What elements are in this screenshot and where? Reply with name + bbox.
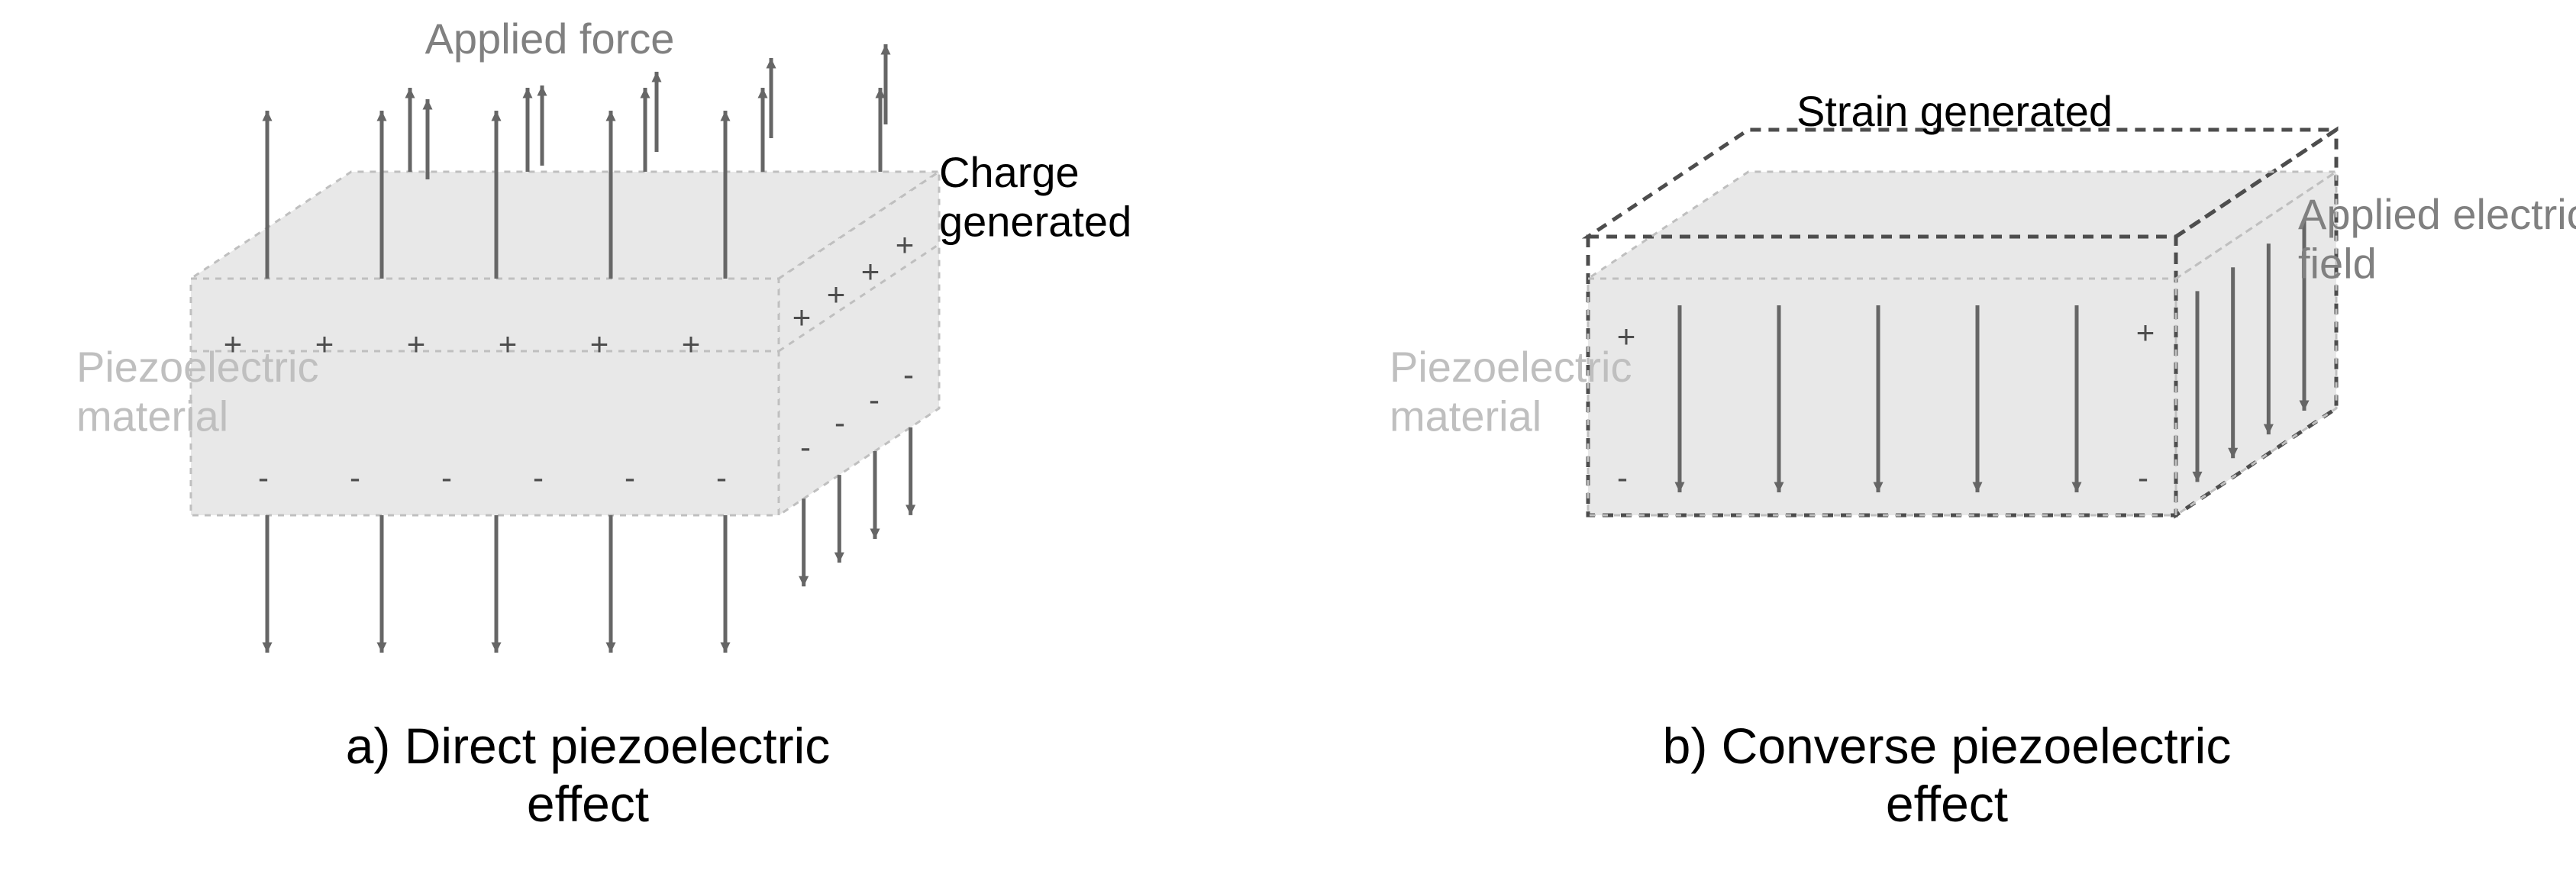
svg-text:-: - bbox=[350, 460, 360, 495]
svg-text:+: + bbox=[407, 326, 426, 362]
svg-text:-: - bbox=[716, 460, 727, 495]
svg-text:+: + bbox=[792, 299, 812, 335]
svg-text:+: + bbox=[827, 276, 846, 312]
svg-text:-: - bbox=[903, 356, 914, 392]
svg-text:+: + bbox=[896, 227, 915, 263]
svg-text:+: + bbox=[499, 326, 518, 362]
svg-text:-: - bbox=[800, 429, 811, 465]
strain_generated: Strain generated bbox=[1796, 87, 2113, 135]
charge_generated: Chargegenerated bbox=[939, 148, 1131, 245]
applied_force: Applied force bbox=[425, 15, 675, 63]
svg-text:+: + bbox=[682, 326, 701, 362]
applied_field: Applied electricfield bbox=[2298, 190, 2576, 287]
diagram-svg: ++++++++++----------++--Applied forceCha… bbox=[0, 0, 2576, 874]
svg-text:+: + bbox=[2136, 314, 2155, 350]
svg-text:-: - bbox=[869, 382, 880, 418]
svg-text:+: + bbox=[590, 326, 609, 362]
caption_a: a) Direct piezoelectriceffect bbox=[346, 718, 831, 832]
caption_b: b) Converse piezoelectriceffect bbox=[1663, 718, 2232, 832]
svg-text:-: - bbox=[834, 405, 845, 440]
svg-text:-: - bbox=[533, 460, 544, 495]
diagram-canvas: ++++++++++----------++--Applied forceCha… bbox=[0, 0, 2576, 874]
svg-text:-: - bbox=[1617, 460, 1628, 495]
svg-text:-: - bbox=[441, 460, 452, 495]
svg-text:-: - bbox=[625, 460, 635, 495]
svg-text:-: - bbox=[258, 460, 269, 495]
svg-text:+: + bbox=[861, 253, 880, 289]
svg-text:-: - bbox=[2138, 460, 2148, 495]
